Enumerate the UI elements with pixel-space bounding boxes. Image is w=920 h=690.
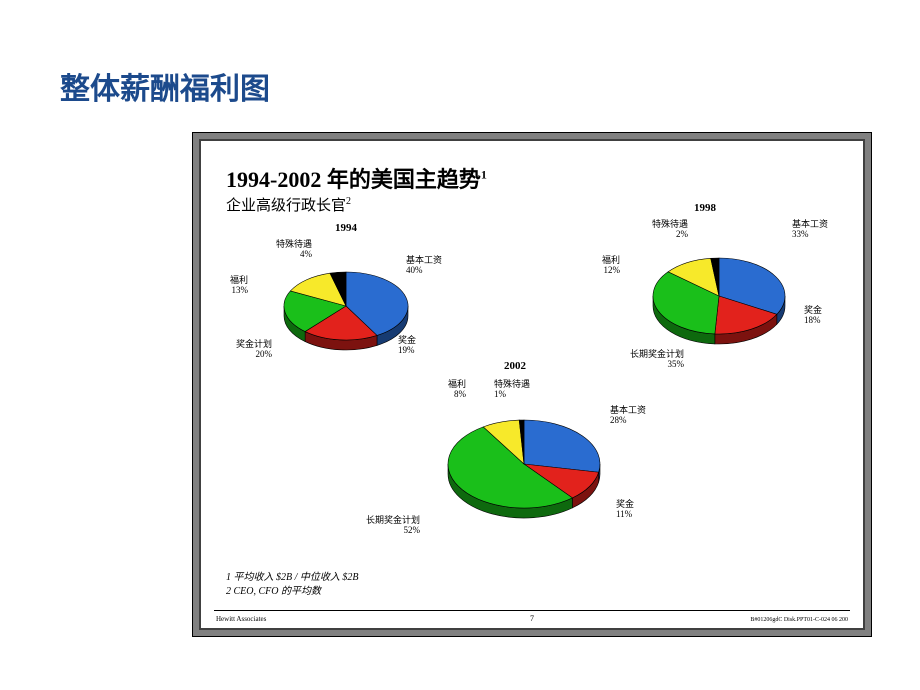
pie-2002-label-welfare: 福利8% bbox=[448, 380, 466, 400]
footer-left: Hewitt Associates bbox=[216, 615, 266, 623]
slide-title: 1994-2002 年的美国主趋势1 bbox=[226, 162, 487, 194]
pie-1998-label-bonus: 奖金18% bbox=[804, 306, 822, 326]
pie-1994-label-bonus: 奖金19% bbox=[398, 336, 416, 356]
page-title: 整体薪酬福利图 bbox=[60, 64, 270, 108]
footnote-1: 1 平均收入 $2B / 中位收入 $2B bbox=[226, 568, 359, 583]
footer-right: B#01206gdC Disk.PPT01-C-024 06 200 bbox=[750, 617, 848, 623]
pie-2002-label-bonus: 奖金11% bbox=[616, 500, 634, 520]
pie-1994-label-plan: 奖金计划20% bbox=[236, 340, 272, 360]
pie-2002-label-base: 基本工资28% bbox=[610, 406, 646, 426]
footer-page-number: 7 bbox=[530, 614, 534, 623]
slide-subtitle: 企业高级行政长官2 bbox=[226, 194, 351, 215]
pie-1998-year: 1998 bbox=[694, 202, 716, 214]
pie-1998-label-welfare: 福利12% bbox=[602, 256, 620, 276]
slide-content: 1994-2002 年的美国主趋势1 企业高级行政长官2 1994 基本工资40… bbox=[204, 144, 860, 625]
pie-1994-label-welfare: 福利13% bbox=[230, 276, 248, 296]
pie-2002-year: 2002 bbox=[504, 360, 526, 372]
footnote-2: 2 CEO, CFO 的平均数 bbox=[226, 582, 321, 597]
slide-subtitle-sup: 2 bbox=[346, 196, 351, 207]
pie-1994-label-base: 基本工资40% bbox=[406, 256, 442, 276]
pie-1994-year: 1994 bbox=[226, 222, 466, 234]
slide-title-text: 1994-2002 年的美国主趋势 bbox=[226, 167, 481, 192]
pie-1998-label-perks: 特殊待遇2% bbox=[652, 220, 688, 240]
footer-divider bbox=[214, 610, 850, 611]
pie-1994: 1994 基本工资40% 奖金19% 奖金计划20% 福利13% 特殊待遇4% bbox=[226, 222, 466, 382]
pie-2002-label-perks: 特殊待遇1% bbox=[494, 380, 530, 400]
slide-frame: 1994-2002 年的美国主趋势1 企业高级行政长官2 1994 基本工资40… bbox=[192, 132, 872, 637]
pie-1998-label-base: 基本工资33% bbox=[792, 220, 828, 240]
pie-1994-label-perks: 特殊待遇4% bbox=[276, 240, 312, 260]
slide-subtitle-text: 企业高级行政长官 bbox=[226, 198, 346, 214]
slide-title-sup: 1 bbox=[481, 168, 487, 182]
pie-1998: 1998 基本工资33% 奖金18% 长期奖金计划35% 福利12% 特殊待遇2… bbox=[574, 202, 864, 382]
pie-2002-label-plan: 长期奖金计划52% bbox=[366, 516, 420, 536]
pie-2002: 2002 基本工资28% 奖金11% 长期奖金计划52% 福利8% 特殊待遇1% bbox=[354, 360, 694, 560]
